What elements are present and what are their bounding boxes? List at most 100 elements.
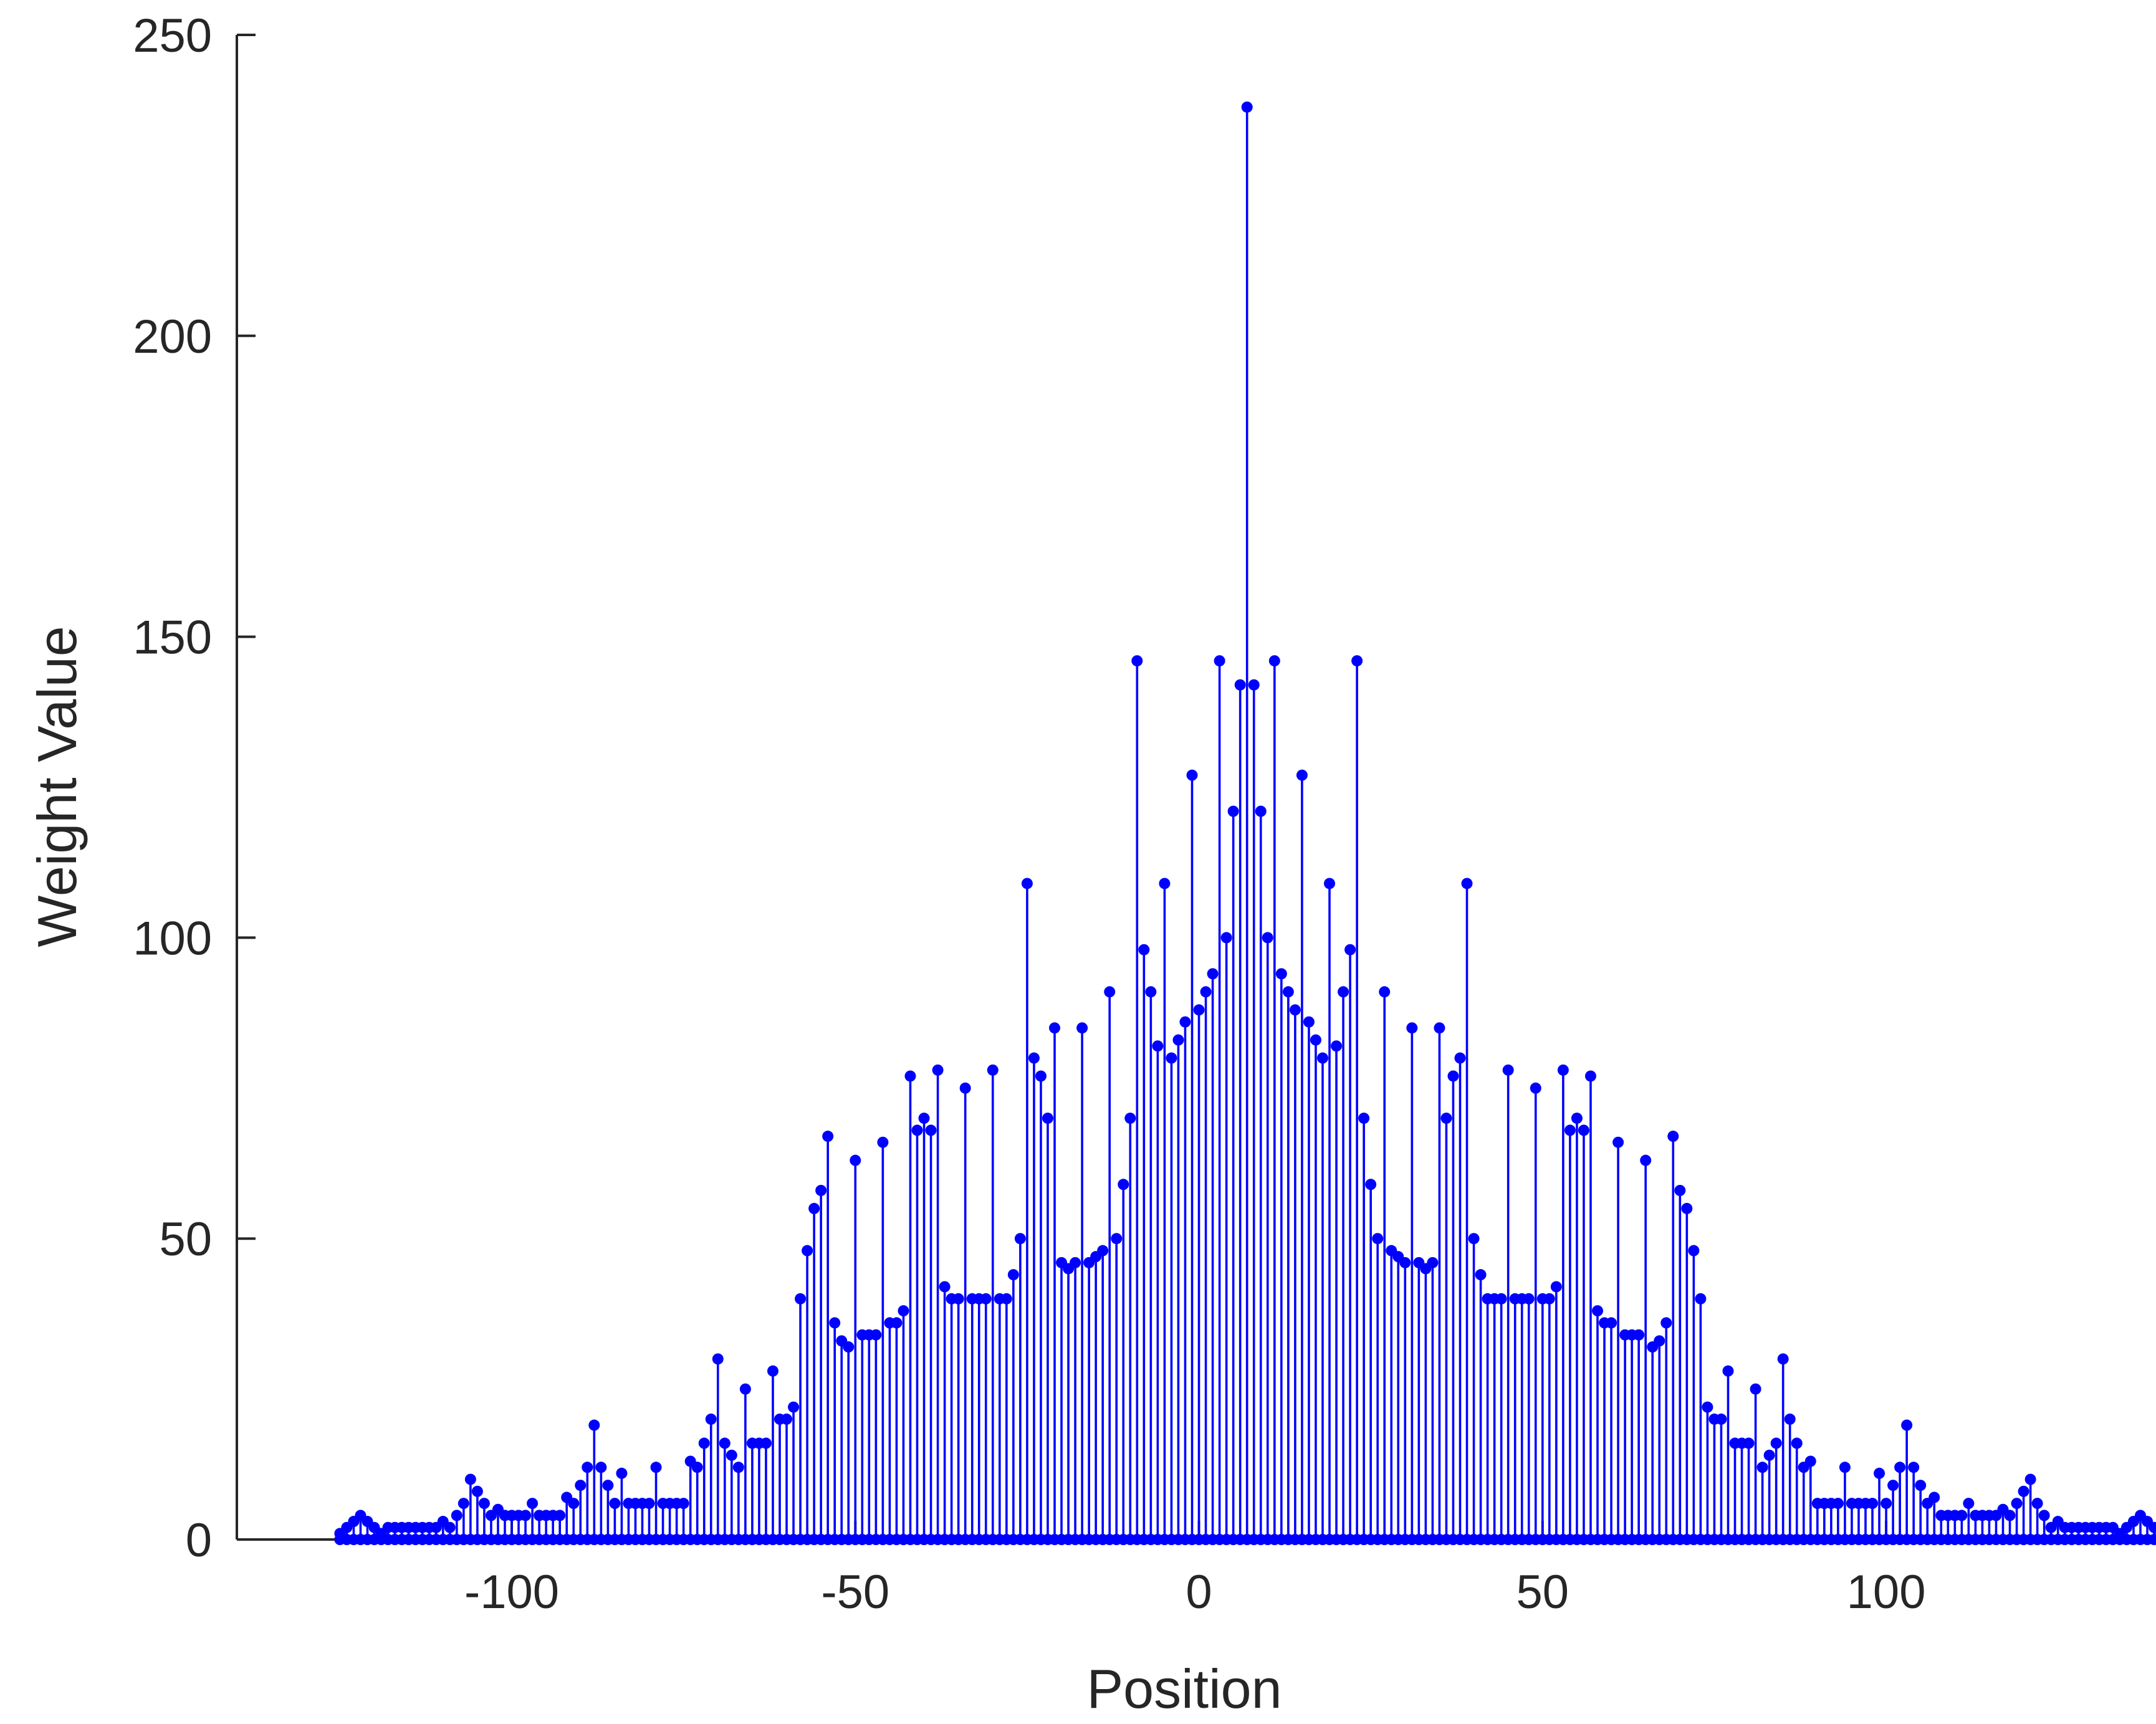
stem-marker (1406, 1022, 1418, 1034)
stem-marker (739, 1383, 751, 1395)
stem-marker (1722, 1365, 1734, 1377)
stem-marker (1145, 986, 1157, 998)
stem-marker (952, 1293, 964, 1305)
stem-marker (1523, 1293, 1535, 1305)
stem-marker (2018, 1485, 2029, 1497)
stem-marker (1207, 968, 1219, 980)
y-tick-label: 0 (186, 1514, 212, 1567)
stem-marker (1427, 1257, 1439, 1268)
stem-marker (2149, 1521, 2156, 1533)
stem-marker (1000, 1293, 1012, 1305)
stem-marker (1702, 1401, 1713, 1413)
stem-marker (870, 1329, 882, 1341)
stem-marker (1007, 1269, 1019, 1281)
stem-marker (1104, 986, 1116, 998)
stem-marker (1042, 1113, 1053, 1124)
x-tick-label: -100 (464, 1566, 559, 1619)
stem-marker (1372, 1233, 1384, 1245)
stem-marker (1564, 1124, 1576, 1136)
stem-marker (1179, 1016, 1191, 1028)
stem-marker (1241, 101, 1253, 113)
stem-marker (1584, 1070, 1596, 1082)
stem-marker (1118, 1179, 1129, 1190)
stem-marker (850, 1154, 861, 1166)
stem-marker (843, 1341, 855, 1353)
stem-marker (726, 1449, 737, 1461)
stem-marker (1688, 1245, 1700, 1257)
stem-marker (822, 1131, 834, 1142)
stem-marker (1887, 1480, 1899, 1492)
stem-marker (1035, 1070, 1047, 1082)
stem-marker (1310, 1034, 1321, 1046)
stem-marker (527, 1498, 539, 1510)
stem-marker (595, 1462, 607, 1473)
stem-marker (1874, 1467, 1885, 1479)
y-tick-label: 50 (159, 1213, 212, 1266)
stem-marker (1289, 1004, 1301, 1016)
stem-marker (1592, 1305, 1604, 1317)
axes (236, 35, 2140, 1541)
y-tick-label: 200 (133, 310, 212, 363)
stem-marker (691, 1462, 703, 1473)
y-tick-label: 250 (133, 9, 212, 62)
stem-marker (1248, 679, 1260, 691)
stem-marker (987, 1064, 999, 1076)
stem-marker (877, 1136, 889, 1148)
x-tick-label: -50 (821, 1566, 889, 1619)
stem-marker (478, 1498, 490, 1510)
stem-marker (575, 1480, 587, 1492)
stem-marker (1262, 932, 1273, 944)
stem-marker (1612, 1136, 1624, 1148)
y-axis-title: Weight Value (26, 626, 88, 947)
stem-marker (1695, 1293, 1707, 1305)
stem-marker (1743, 1437, 1755, 1449)
stem-marker (1255, 805, 1267, 817)
stem-marker (602, 1480, 614, 1492)
stem-marker (471, 1485, 483, 1497)
stem-marker (1928, 1492, 1940, 1503)
stem-marker (918, 1113, 930, 1124)
stem-marker (1963, 1498, 1975, 1510)
stem-marker (1804, 1455, 1816, 1467)
stem-marker (588, 1419, 600, 1431)
stem-marker (1640, 1154, 1652, 1166)
stem-marker (732, 1462, 744, 1473)
x-tick-label: 50 (1516, 1566, 1569, 1619)
stems (338, 107, 2155, 1540)
stem-marker (1530, 1082, 1541, 1094)
stem-marker (1915, 1480, 1927, 1492)
stem-marker (1667, 1131, 1679, 1142)
stem-marker (1894, 1462, 1906, 1473)
stem-marker (1770, 1437, 1782, 1449)
stem-marker (1633, 1329, 1645, 1341)
stem-marker (802, 1245, 813, 1257)
stem-marker (1543, 1293, 1555, 1305)
stem-marker (1076, 1022, 1088, 1034)
stem-marker (1550, 1281, 1562, 1293)
stem-marker (1220, 932, 1232, 944)
stem-marker (891, 1317, 903, 1329)
stem-marker (1166, 1052, 1177, 1064)
stem-marker (1344, 944, 1356, 955)
stem-marker (1791, 1437, 1803, 1449)
stem-marker (568, 1498, 580, 1510)
stem-marker (788, 1401, 800, 1413)
stem-marker (1138, 944, 1150, 955)
stem-marker (1571, 1113, 1583, 1124)
stem-marker (1097, 1245, 1109, 1257)
stem-marker (1777, 1353, 1789, 1365)
stem-marker (451, 1510, 462, 1521)
stem-marker (1070, 1257, 1081, 1268)
stem-marker (719, 1437, 731, 1449)
stem-marker (1434, 1022, 1445, 1034)
stem-marker (760, 1437, 772, 1449)
stem-marker (1956, 1510, 1968, 1521)
stem-marker (1660, 1317, 1672, 1329)
stem-marker (1331, 1040, 1343, 1052)
stem-marker (1214, 655, 1225, 667)
stem-marker (1881, 1498, 1892, 1510)
stem-marker (1750, 1383, 1761, 1395)
stem-marker (1901, 1419, 1913, 1431)
stem-marker (1351, 655, 1363, 667)
stem-marker (1172, 1034, 1184, 1046)
